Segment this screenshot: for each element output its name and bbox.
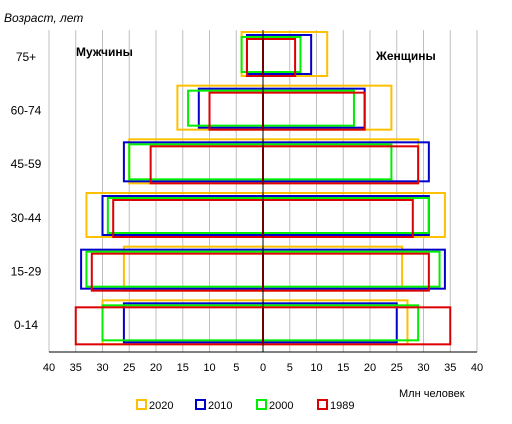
legend-label: 1989: [330, 400, 354, 412]
x-tick-label: 35: [444, 362, 456, 374]
bar-male: [197, 87, 264, 129]
bar-male: [122, 302, 265, 344]
bar-male: [245, 34, 264, 75]
legend-label: 2020: [149, 400, 173, 412]
bar-female: [262, 195, 430, 236]
bar-female: [262, 302, 398, 344]
legend-label: 2000: [269, 400, 293, 412]
bar-female: [262, 199, 414, 238]
bar-male: [240, 36, 265, 73]
x-axis-title: Млн человек: [399, 388, 465, 400]
category-label: 45-59: [11, 157, 42, 171]
bar-male: [245, 38, 264, 77]
bar-male: [80, 248, 264, 290]
bar-female: [262, 87, 366, 129]
bar-female: [262, 197, 430, 234]
x-tick-label: 10: [203, 362, 215, 374]
bar-male: [74, 306, 264, 346]
bar-female: [262, 143, 393, 181]
category-label: 0-14: [14, 318, 38, 332]
grid-lines: [48, 30, 478, 352]
legend-swatch: [136, 399, 147, 410]
bar-female: [262, 34, 313, 75]
x-tick-label: 35: [70, 362, 82, 374]
bar-female: [262, 38, 297, 77]
x-tick-label: 30: [96, 362, 108, 374]
bar-male: [149, 145, 264, 185]
x-tick-labels: 40 35 30 25 20 15 10 5 0 5 10 15 20 25 30 35 40: [43, 362, 483, 374]
female-label: Женщины: [375, 49, 436, 63]
category-label: 60-74: [11, 104, 42, 118]
x-tick-label: 5: [233, 362, 239, 374]
bar-male: [128, 143, 264, 181]
legend-label: 2010: [208, 400, 232, 412]
bar-female: [262, 145, 420, 185]
legend-swatch: [317, 399, 328, 410]
x-tick-label: 15: [177, 362, 189, 374]
bar-female: [262, 91, 366, 131]
bar-female: [262, 89, 355, 127]
y-axis-title: Возраст, лет: [4, 11, 83, 25]
x-tick-label: 0: [260, 362, 266, 374]
x-tick-label: 40: [43, 362, 55, 374]
x-tick-label: 10: [310, 362, 322, 374]
legend-swatch: [256, 399, 267, 410]
x-tick-label: 20: [150, 362, 162, 374]
x-tick-label: 20: [364, 362, 376, 374]
category-label: 75+: [16, 50, 36, 64]
legend: 2020 2010 2000 1989: [136, 399, 354, 412]
x-tick-label: 5: [287, 362, 293, 374]
bar-male: [112, 199, 264, 238]
bar-female: [262, 141, 430, 183]
bar-male: [90, 252, 264, 292]
category-label: 30-44: [11, 211, 42, 225]
category-labels: 75+ 60-74 45-59 30-44 15-29 0-14: [11, 50, 42, 332]
bar-female: [262, 248, 446, 290]
legend-swatch: [195, 399, 206, 410]
x-tick-label: 15: [337, 362, 349, 374]
bar-female: [262, 306, 452, 346]
bar-female: [262, 252, 430, 292]
category-label: 15-29: [11, 265, 42, 279]
x-tick-label: 40: [471, 362, 483, 374]
male-label: Мужчины: [76, 45, 133, 59]
bar-male: [106, 197, 264, 234]
x-tick-label: 30: [417, 362, 429, 374]
bar-male: [122, 141, 265, 183]
x-tick-label: 25: [391, 362, 403, 374]
x-tick-label: 25: [123, 362, 135, 374]
bar-female: [262, 304, 420, 342]
